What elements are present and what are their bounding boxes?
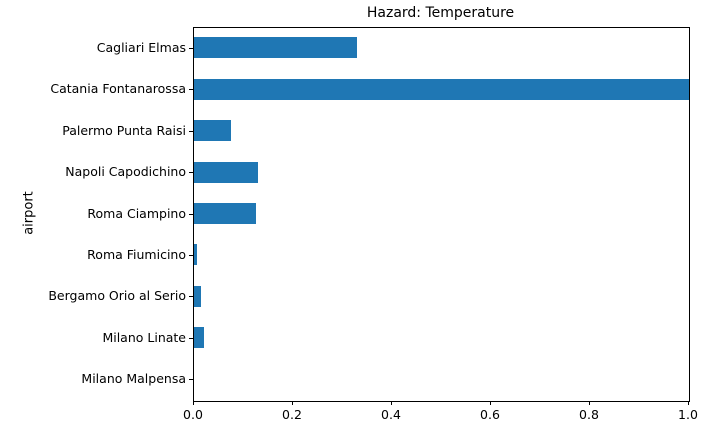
x-tick-label: 0.6	[480, 407, 500, 422]
x-tick-mark	[391, 401, 392, 405]
bar	[194, 244, 197, 265]
bar	[194, 120, 231, 141]
y-tick-label: Roma Fiumicino	[87, 247, 186, 262]
bar	[194, 37, 357, 58]
chart-title: Hazard: Temperature	[366, 5, 515, 21]
y-tick-label: Bergamo Orio al Serio	[48, 288, 186, 303]
y-tick-mark	[189, 172, 193, 173]
y-tick-mark	[189, 379, 193, 380]
y-tick-label: Cagliari Elmas	[96, 40, 186, 55]
y-tick-label: Roma Ciampino	[87, 206, 186, 221]
y-tick-mark	[189, 296, 193, 297]
y-tick-mark	[189, 48, 193, 49]
bar	[194, 162, 258, 183]
y-tick-mark	[189, 131, 193, 132]
x-tick-label: 0.2	[282, 407, 302, 422]
x-tick-mark	[688, 401, 689, 405]
y-tick-mark	[189, 338, 193, 339]
x-tick-mark	[292, 401, 293, 405]
y-tick-mark	[189, 214, 193, 215]
y-tick-label: Palermo Punta Raisi	[62, 123, 186, 138]
y-tick-label: Napoli Capodichino	[65, 164, 186, 179]
x-tick-label: 0.4	[381, 407, 401, 422]
bar	[194, 203, 256, 224]
bar	[194, 286, 201, 307]
bar	[194, 327, 204, 348]
x-tick-label: 0.8	[579, 407, 599, 422]
bar	[194, 79, 689, 100]
y-tick-mark	[189, 255, 193, 256]
y-tick-label: Milano Linate	[102, 330, 186, 345]
y-tick-label: Catania Fontanarossa	[50, 81, 186, 96]
x-tick-label: 0.0	[183, 407, 203, 422]
y-tick-mark	[189, 89, 193, 90]
x-tick-mark	[589, 401, 590, 405]
y-tick-label: Milano Malpensa	[81, 371, 186, 386]
x-tick-mark	[193, 401, 194, 405]
y-axis-label: airport	[21, 191, 37, 235]
x-tick-mark	[490, 401, 491, 405]
x-tick-label: 1.0	[678, 407, 698, 422]
